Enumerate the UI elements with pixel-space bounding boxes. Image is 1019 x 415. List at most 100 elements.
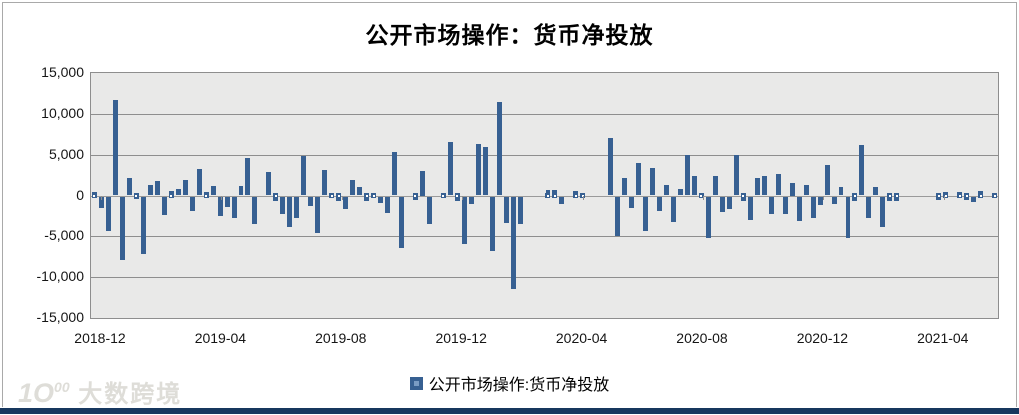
zero-value-marker — [852, 193, 858, 198]
bar — [385, 195, 390, 213]
axis-tick — [101, 196, 102, 200]
bar — [475, 144, 481, 196]
bar — [140, 195, 146, 255]
legend: 公开市场操作:货币净投放 — [0, 370, 1019, 396]
zero-value-marker — [545, 193, 551, 198]
bar — [866, 195, 872, 219]
zero-value-marker — [364, 193, 370, 198]
bar — [971, 195, 977, 203]
axis-tick — [221, 196, 222, 200]
bar — [294, 195, 300, 218]
bar — [315, 195, 321, 234]
bar — [231, 195, 237, 218]
bar — [447, 142, 453, 196]
zero-value-marker — [740, 193, 746, 198]
bar — [489, 195, 495, 252]
zero-value-marker — [203, 193, 209, 198]
axis-tick — [462, 196, 463, 200]
bar — [322, 170, 328, 196]
x-axis-tick-label: 2020-04 — [555, 330, 608, 346]
bar — [845, 195, 851, 238]
bar — [336, 195, 342, 202]
bar — [852, 195, 858, 201]
bar — [733, 155, 739, 196]
bar — [426, 195, 432, 225]
zero-value-marker — [698, 193, 704, 198]
gridline — [91, 277, 998, 278]
bar — [712, 175, 718, 196]
bar — [224, 195, 230, 207]
y-axis-tick-label: -10,000 — [36, 268, 84, 284]
zero-value-marker — [336, 193, 342, 198]
zero-value-marker — [329, 193, 335, 198]
bar — [726, 195, 732, 210]
bar — [273, 195, 279, 201]
chart-title: 公开市场操作：货币净投放 — [365, 23, 654, 48]
bar — [196, 168, 202, 196]
bar — [678, 188, 684, 196]
watermark-text: 大数跨境 — [78, 381, 183, 408]
zero-value-marker — [273, 193, 279, 198]
bar — [705, 195, 711, 238]
x-axis-tick-label: 2019-04 — [194, 330, 247, 346]
zero-value-marker — [964, 193, 970, 198]
bar — [789, 183, 795, 196]
bar — [796, 195, 802, 221]
gridline — [91, 114, 998, 115]
bar — [245, 157, 251, 196]
bar — [175, 188, 181, 196]
bar — [768, 195, 774, 215]
bar — [775, 174, 781, 196]
x-axis-tick-label: 2019-08 — [315, 330, 367, 346]
bar — [350, 179, 356, 196]
zero-value-marker — [454, 193, 460, 198]
zero-value-marker — [894, 193, 900, 198]
bar — [454, 195, 460, 202]
zero-value-marker — [91, 193, 97, 198]
bar — [112, 99, 118, 196]
y-axis-tick-label: -15,000 — [36, 309, 84, 325]
bar — [629, 195, 635, 208]
bar — [98, 195, 104, 208]
zero-value-marker — [943, 193, 949, 198]
gridline — [91, 236, 998, 237]
y-axis-tick-label: 0 — [76, 187, 84, 203]
zero-axis-line — [91, 196, 998, 197]
axis-tick — [342, 196, 343, 200]
bar — [754, 178, 760, 196]
bar — [838, 186, 844, 196]
legend-marker-icon — [409, 376, 423, 390]
bar — [119, 195, 125, 261]
bar — [217, 195, 223, 216]
bar — [517, 195, 523, 225]
bar — [880, 195, 886, 228]
bar — [615, 195, 621, 236]
bar — [747, 195, 753, 220]
bar — [761, 175, 767, 196]
bar — [636, 162, 642, 196]
bar — [503, 195, 509, 224]
bar — [147, 184, 153, 196]
bar — [357, 186, 363, 196]
bar — [398, 195, 404, 248]
axis-tick — [703, 196, 704, 200]
bar — [280, 195, 286, 215]
bar — [189, 195, 195, 212]
bar — [685, 154, 690, 196]
bar — [161, 195, 167, 216]
bar — [608, 138, 614, 196]
y-axis-tick-label: 15,000 — [41, 64, 84, 80]
bar — [894, 195, 900, 201]
y-axis-tick-label: -5,000 — [44, 227, 84, 243]
zero-value-marker — [168, 193, 174, 198]
bottom-navy-strip — [0, 408, 1019, 414]
bar — [782, 195, 788, 215]
bar — [392, 152, 397, 196]
zero-value-marker — [957, 193, 963, 198]
zero-value-marker — [978, 193, 984, 198]
bar — [671, 195, 677, 222]
bar — [266, 171, 272, 196]
x-axis-tick-label: 2018-12 — [74, 330, 126, 346]
zero-value-marker — [412, 193, 418, 198]
axis-tick — [944, 196, 945, 200]
